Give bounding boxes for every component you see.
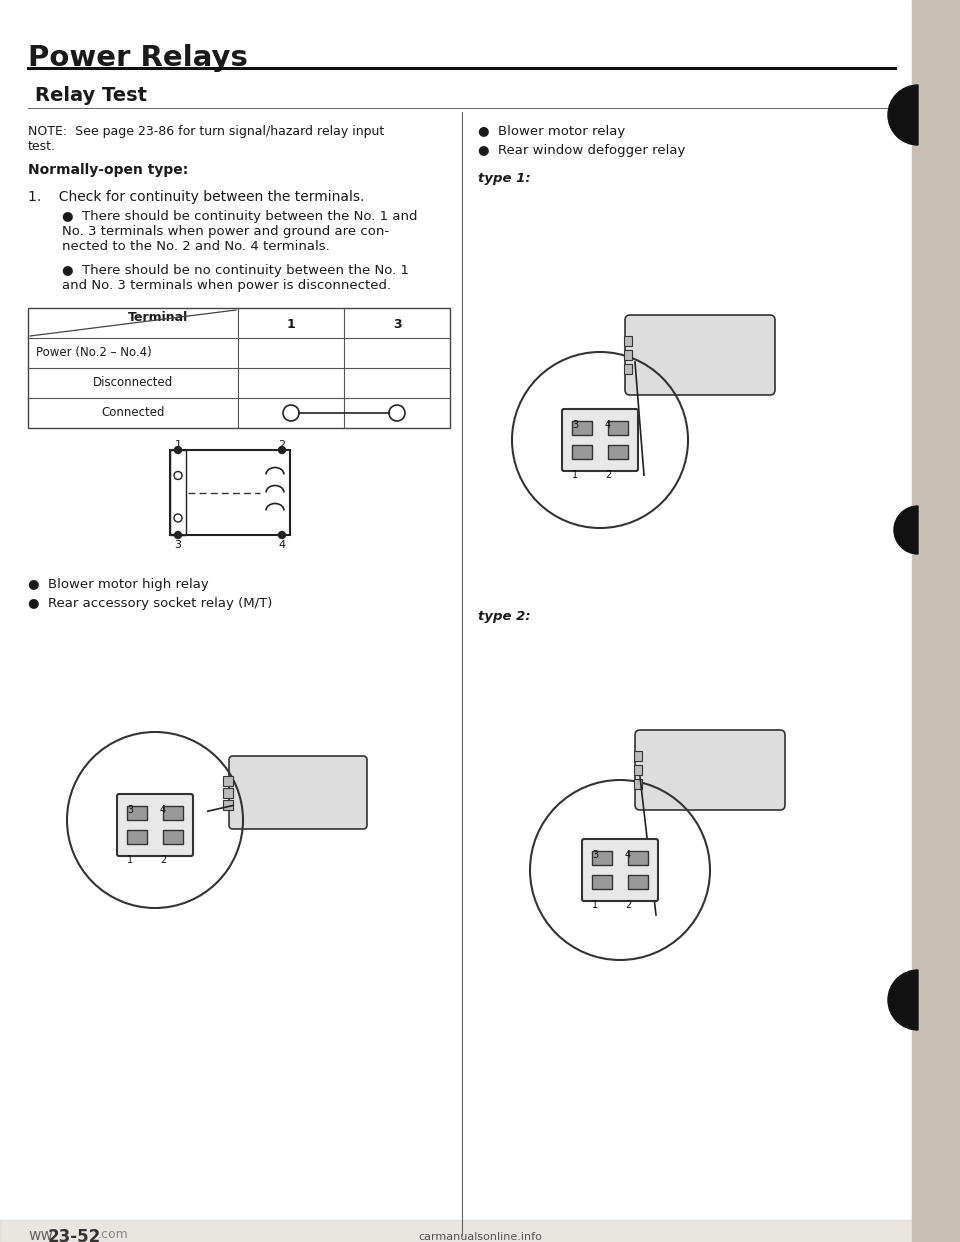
Bar	[0, 1220, 915, 1242]
Bar	[127, 806, 147, 820]
Text: Power (No.2 – No.4): Power (No.2 – No.4)	[36, 347, 152, 359]
Bar	[592, 851, 612, 864]
Text: 3: 3	[572, 420, 578, 430]
Text: Normally-open type:: Normally-open type:	[28, 163, 188, 178]
Bar	[28, 308, 450, 428]
FancyBboxPatch shape	[625, 315, 775, 395]
Circle shape	[175, 447, 181, 453]
Text: 2: 2	[278, 440, 285, 450]
Text: ●  There should be continuity between the No. 1 and
No. 3 terminals when power a: ● There should be continuity between the…	[62, 210, 418, 253]
Bar	[628, 876, 648, 889]
Text: 1.    Check for continuity between the terminals.: 1. Check for continuity between the term…	[28, 190, 365, 204]
Text: 1: 1	[175, 440, 181, 450]
Text: .com: .com	[98, 1228, 129, 1241]
Text: 4: 4	[160, 805, 166, 815]
Text: 4: 4	[278, 540, 285, 550]
Bar	[170, 450, 290, 535]
Bar	[163, 806, 183, 820]
Text: ●  Blower motor relay: ● Blower motor relay	[478, 125, 625, 138]
Text: 3: 3	[127, 805, 133, 815]
Bar	[572, 445, 592, 460]
FancyBboxPatch shape	[117, 794, 193, 856]
Bar	[634, 779, 642, 789]
FancyBboxPatch shape	[562, 409, 638, 471]
Bar	[163, 830, 183, 845]
Text: 3: 3	[592, 850, 598, 859]
Bar	[634, 765, 642, 775]
Text: 1: 1	[572, 469, 578, 479]
Circle shape	[175, 532, 181, 539]
Circle shape	[278, 532, 285, 539]
Wedge shape	[888, 970, 918, 1030]
FancyBboxPatch shape	[229, 756, 367, 828]
Bar	[127, 830, 147, 845]
Text: Power Relays: Power Relays	[28, 43, 248, 72]
Text: Terminal: Terminal	[128, 310, 188, 324]
Text: 4: 4	[625, 850, 631, 859]
Bar	[608, 445, 628, 460]
Text: Connected: Connected	[101, 406, 165, 419]
Text: carmanualsonline.info: carmanualsonline.info	[418, 1232, 542, 1242]
Text: Relay Test: Relay Test	[35, 86, 147, 106]
Text: type 2:: type 2:	[478, 610, 531, 623]
FancyBboxPatch shape	[582, 840, 658, 900]
Bar	[624, 337, 632, 347]
Bar	[170, 450, 186, 535]
Wedge shape	[888, 84, 918, 145]
Text: Disconnected: Disconnected	[93, 376, 173, 389]
Text: 2: 2	[605, 469, 612, 479]
Text: 3: 3	[393, 318, 401, 332]
Text: ●  Blower motor high relay: ● Blower motor high relay	[28, 578, 208, 591]
Text: 1: 1	[287, 318, 296, 332]
Bar	[912, 0, 960, 1242]
FancyBboxPatch shape	[635, 730, 785, 810]
Bar	[223, 775, 233, 785]
Text: ●  There should be no continuity between the No. 1
and No. 3 terminals when powe: ● There should be no continuity between …	[62, 265, 409, 292]
Bar	[592, 876, 612, 889]
Text: 23-52: 23-52	[48, 1228, 101, 1242]
Bar	[572, 421, 592, 435]
Text: ●  Rear accessory socket relay (M/T): ● Rear accessory socket relay (M/T)	[28, 597, 273, 610]
Text: 3: 3	[175, 540, 181, 550]
Text: NOTE:  See page 23-86 for turn signal/hazard relay input
test.: NOTE: See page 23-86 for turn signal/haz…	[28, 125, 384, 153]
Text: 4: 4	[605, 420, 612, 430]
Bar	[624, 350, 632, 360]
Bar	[624, 364, 632, 374]
Text: ww: ww	[28, 1228, 53, 1242]
Text: ●  Rear window defogger relay: ● Rear window defogger relay	[478, 144, 685, 156]
Bar	[634, 751, 642, 761]
Bar	[223, 800, 233, 810]
Circle shape	[278, 447, 285, 453]
Wedge shape	[894, 505, 918, 554]
Bar	[628, 851, 648, 864]
Text: 2: 2	[625, 900, 631, 910]
Text: 1: 1	[592, 900, 598, 910]
Bar	[223, 787, 233, 797]
Text: type 1:: type 1:	[478, 171, 531, 185]
Bar	[608, 421, 628, 435]
Text: 1: 1	[127, 854, 133, 864]
Text: 2: 2	[160, 854, 166, 864]
